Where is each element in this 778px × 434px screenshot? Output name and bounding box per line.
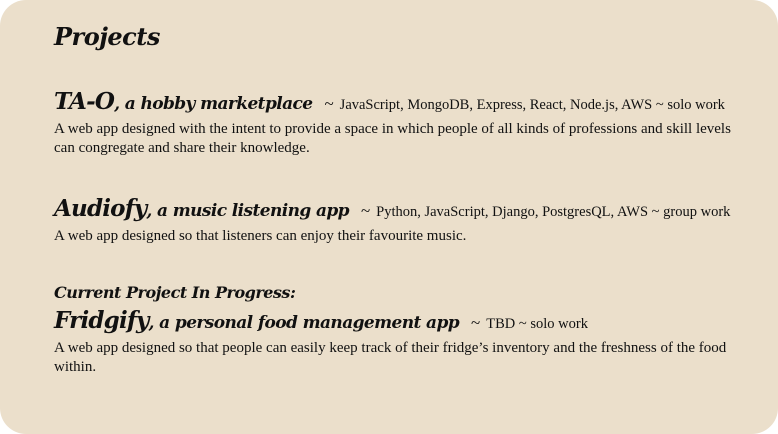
project-tao: TA-O, a hobby marketplace ~ JavaScript, … (54, 87, 754, 157)
tilde-separator: ~ (471, 313, 481, 332)
project-tech-stack: Python, JavaScript, Django, PostgresQL, … (376, 204, 731, 220)
project-subtitle: , a personal food management app (148, 313, 460, 333)
project-tech-stack: TBD ~ solo work (486, 316, 588, 332)
project-fridgify: Fridgify, a personal food management app… (54, 306, 754, 376)
project-name: Fridgify (54, 307, 149, 334)
project-description: A web app designed with the intent to pr… (54, 121, 731, 156)
project-title-line: Fridgify, a personal food management app… (54, 306, 754, 339)
project-tech-stack: JavaScript, MongoDB, Express, React, Nod… (339, 97, 725, 113)
project-name: Audiofy (54, 195, 147, 222)
project-subtitle: , a music listening app (146, 201, 349, 221)
project-title-line: TA-O, a hobby marketplace ~ JavaScript, … (54, 87, 754, 120)
project-name: TA-O (54, 88, 115, 115)
section-heading: Projects (54, 22, 160, 51)
project-title-line: Audiofy, a music listening app ~ Python,… (54, 194, 754, 227)
tilde-separator: ~ (360, 201, 371, 220)
project-description: A web app designed so that people can ea… (54, 340, 727, 375)
project-audiofy: Audiofy, a music listening app ~ Python,… (54, 194, 754, 246)
project-description: A web app designed so that listeners can… (54, 228, 467, 244)
project-subtitle: , a hobby marketplace (114, 94, 313, 114)
current-project-label: Current Project In Progress: (54, 283, 296, 302)
tilde-separator: ~ (324, 94, 334, 113)
